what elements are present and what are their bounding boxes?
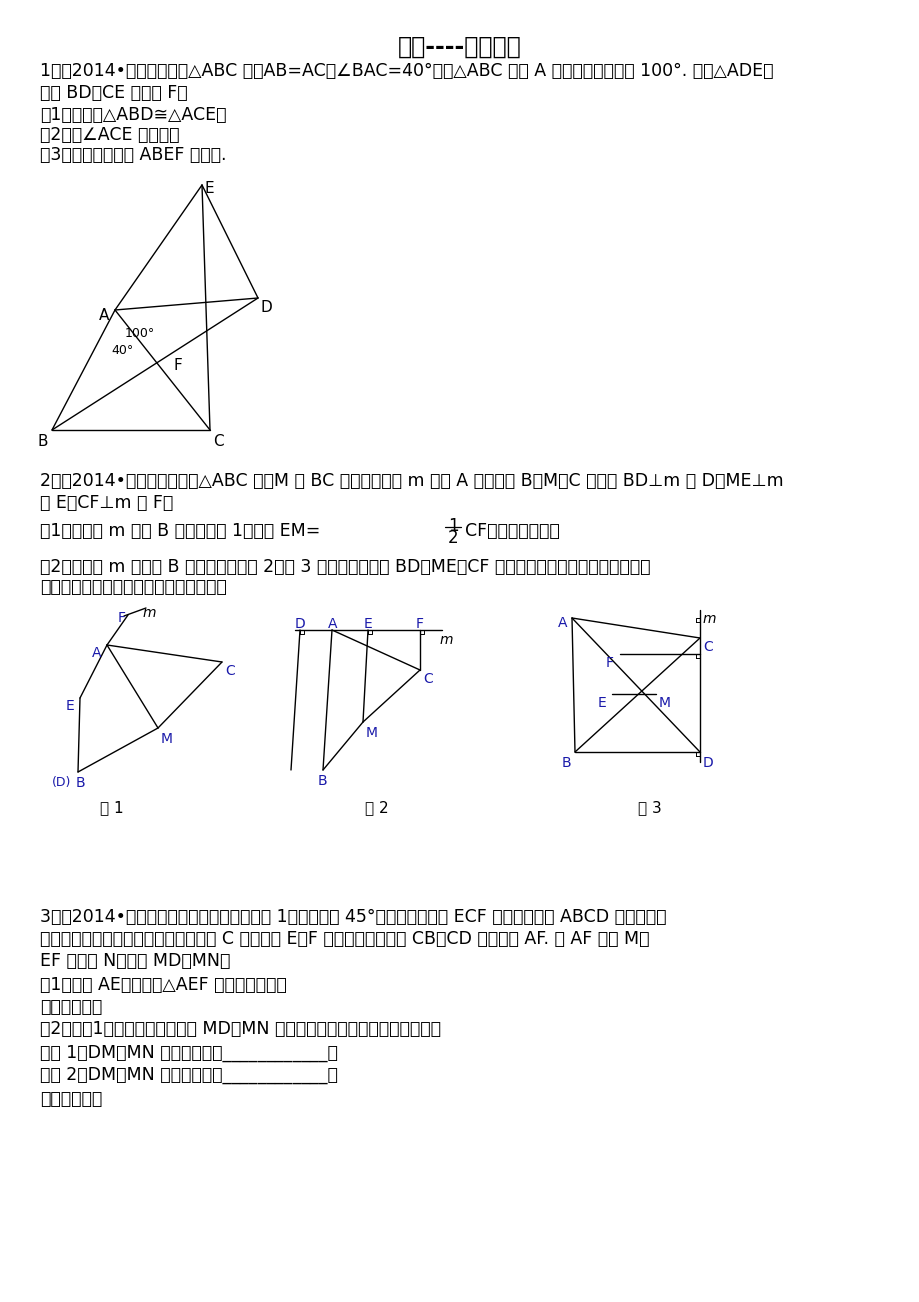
Text: 猜想与发现：: 猜想与发现：: [40, 999, 102, 1016]
Text: 出你的猜想，并选择一种情况加以证明．: 出你的猜想，并选择一种情况加以证明．: [40, 578, 226, 596]
Text: 图 1: 图 1: [100, 799, 123, 815]
Text: （2）求∠ACE 的度数；: （2）求∠ACE 的度数；: [40, 126, 179, 145]
Text: C: C: [702, 641, 712, 654]
Text: m: m: [439, 633, 453, 647]
Text: C: C: [423, 672, 432, 686]
Text: B: B: [76, 776, 85, 790]
Text: 拓展与探究：: 拓展与探究：: [40, 1090, 102, 1108]
Text: 2: 2: [448, 529, 458, 547]
Text: B: B: [38, 434, 49, 449]
Text: m: m: [702, 612, 716, 626]
Text: （1）当直线 m 经过 B 点时，如图 1，易证 EM=: （1）当直线 m 经过 B 点时，如图 1，易证 EM=: [40, 522, 320, 540]
Text: C: C: [225, 664, 234, 678]
Text: A: A: [328, 617, 337, 631]
Text: （1）连接 AE，求证：△AEF 是等腰三角形；: （1）连接 AE，求证：△AEF 是等腰三角形；: [40, 976, 287, 993]
Text: E: E: [597, 697, 607, 710]
Text: 1: 1: [448, 517, 458, 535]
Text: A: A: [99, 309, 109, 323]
Text: 100°: 100°: [125, 327, 155, 340]
Text: ，使三角板的直角顶点和正方形的顶点 C 重合，点 E、F 分别在正方形的边 CB、CD 上，连接 AF. 取 AF 中点 M，: ，使三角板的直角顶点和正方形的顶点 C 重合，点 E、F 分别在正方形的边 CB…: [40, 930, 649, 948]
Text: 3．（2014•仪征市二模）操作与证明：如图 1，把一个含 45°角的直角三角板 ECF 和一个正方形 ABCD 摆放在一起: 3．（2014•仪征市二模）操作与证明：如图 1，把一个含 45°角的直角三角板…: [40, 907, 665, 926]
Text: (D): (D): [52, 776, 72, 789]
Text: F: F: [415, 617, 424, 631]
Text: 40°: 40°: [111, 344, 133, 357]
Text: （3）求证：四边形 ABEF 是菱形.: （3）求证：四边形 ABEF 是菱形.: [40, 146, 226, 164]
Text: F: F: [174, 358, 183, 372]
Text: M: M: [658, 697, 670, 710]
Text: 结论 1：DM、MN 的数量关系是____________；: 结论 1：DM、MN 的数量关系是____________；: [40, 1044, 337, 1062]
Text: 1．（2014•河北）如图，△ABC 中，AB=AC，∠BAC=40°，将△ABC 绕点 A 按逆时针方向旋转 100°. 得到△ADE，: 1．（2014•河北）如图，△ABC 中，AB=AC，∠BAC=40°，将△AB…: [40, 62, 773, 79]
Text: E: E: [205, 181, 214, 197]
Text: D: D: [702, 756, 713, 769]
Text: m: m: [142, 605, 156, 620]
Text: EF 的中点 N，连接 MD、MN．: EF 的中点 N，连接 MD、MN．: [40, 952, 230, 970]
Text: B: B: [562, 756, 571, 769]
Text: F: F: [118, 611, 126, 625]
Text: 2．（2014•龙东地区）已知△ABC 中，M 为 BC 的中点，直线 m 绕点 A 旋转，过 B、M、C 分别作 BD⊥m 于 D，ME⊥m: 2．（2014•龙东地区）已知△ABC 中，M 为 BC 的中点，直线 m 绕点…: [40, 473, 783, 490]
Text: B: B: [318, 773, 327, 788]
Text: （1）求证：△ABD≅△ACE；: （1）求证：△ABD≅△ACE；: [40, 105, 226, 124]
Text: M: M: [161, 732, 173, 746]
Text: D: D: [261, 299, 272, 315]
Text: CF．（不需证明）: CF．（不需证明）: [464, 522, 559, 540]
Text: 于 E，CF⊥m 于 F．: 于 E，CF⊥m 于 F．: [40, 493, 173, 512]
Text: （2）当直线 m 不经过 B 点，旋转到如图 2、图 3 的位置时，线段 BD、ME、CF 之间有怎样的数量关系？请直接写: （2）当直线 m 不经过 B 点，旋转到如图 2、图 3 的位置时，线段 BD、…: [40, 559, 650, 575]
Text: E: E: [364, 617, 372, 631]
Text: A: A: [92, 646, 101, 660]
Text: 图 2: 图 2: [365, 799, 388, 815]
Text: F: F: [606, 656, 613, 671]
Text: 旋转----几何探究: 旋转----几何探究: [398, 35, 521, 59]
Text: 图 3: 图 3: [637, 799, 661, 815]
Text: E: E: [66, 699, 74, 713]
Text: C: C: [213, 434, 223, 449]
Text: A: A: [558, 616, 567, 630]
Text: D: D: [295, 617, 305, 631]
Text: 连接 BD，CE 交于点 F．: 连接 BD，CE 交于点 F．: [40, 85, 187, 102]
Text: M: M: [366, 727, 378, 740]
Text: （2）在（1）的条件下，请判断 MD、MN 的数量关系和位置关系，得出结论．: （2）在（1）的条件下，请判断 MD、MN 的数量关系和位置关系，得出结论．: [40, 1019, 440, 1038]
Text: 结论 2：DM、MN 的位置关系是____________；: 结论 2：DM、MN 的位置关系是____________；: [40, 1066, 337, 1085]
